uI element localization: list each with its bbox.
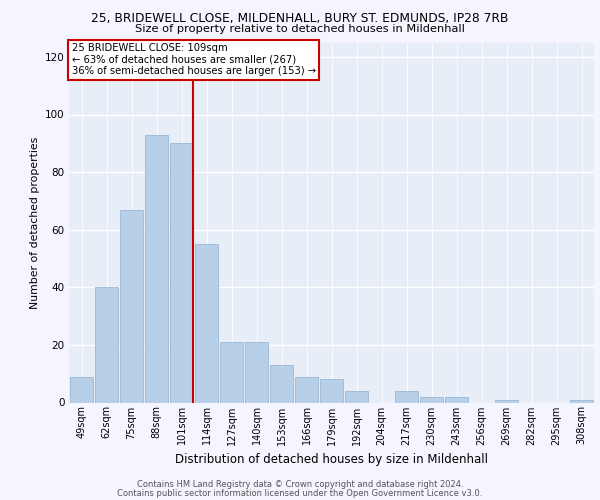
Bar — [395, 391, 418, 402]
Bar — [445, 396, 468, 402]
Bar — [295, 376, 318, 402]
Text: Contains HM Land Registry data © Crown copyright and database right 2024.: Contains HM Land Registry data © Crown c… — [137, 480, 463, 489]
Bar — [420, 396, 443, 402]
Bar — [95, 288, 118, 403]
Text: Contains public sector information licensed under the Open Government Licence v3: Contains public sector information licen… — [118, 488, 482, 498]
Text: 25 BRIDEWELL CLOSE: 109sqm
← 63% of detached houses are smaller (267)
36% of sem: 25 BRIDEWELL CLOSE: 109sqm ← 63% of deta… — [71, 43, 316, 76]
Bar — [220, 342, 243, 402]
Bar — [245, 342, 268, 402]
Bar — [495, 400, 518, 402]
Bar — [320, 380, 343, 402]
X-axis label: Distribution of detached houses by size in Mildenhall: Distribution of detached houses by size … — [175, 453, 488, 466]
Y-axis label: Number of detached properties: Number of detached properties — [29, 136, 40, 308]
Bar — [570, 400, 593, 402]
Bar — [145, 134, 168, 402]
Bar — [70, 376, 93, 402]
Bar — [270, 365, 293, 403]
Bar — [195, 244, 218, 402]
Bar — [345, 391, 368, 402]
Bar — [170, 144, 193, 402]
Text: Size of property relative to detached houses in Mildenhall: Size of property relative to detached ho… — [135, 24, 465, 34]
Text: 25, BRIDEWELL CLOSE, MILDENHALL, BURY ST. EDMUNDS, IP28 7RB: 25, BRIDEWELL CLOSE, MILDENHALL, BURY ST… — [91, 12, 509, 25]
Bar — [120, 210, 143, 402]
